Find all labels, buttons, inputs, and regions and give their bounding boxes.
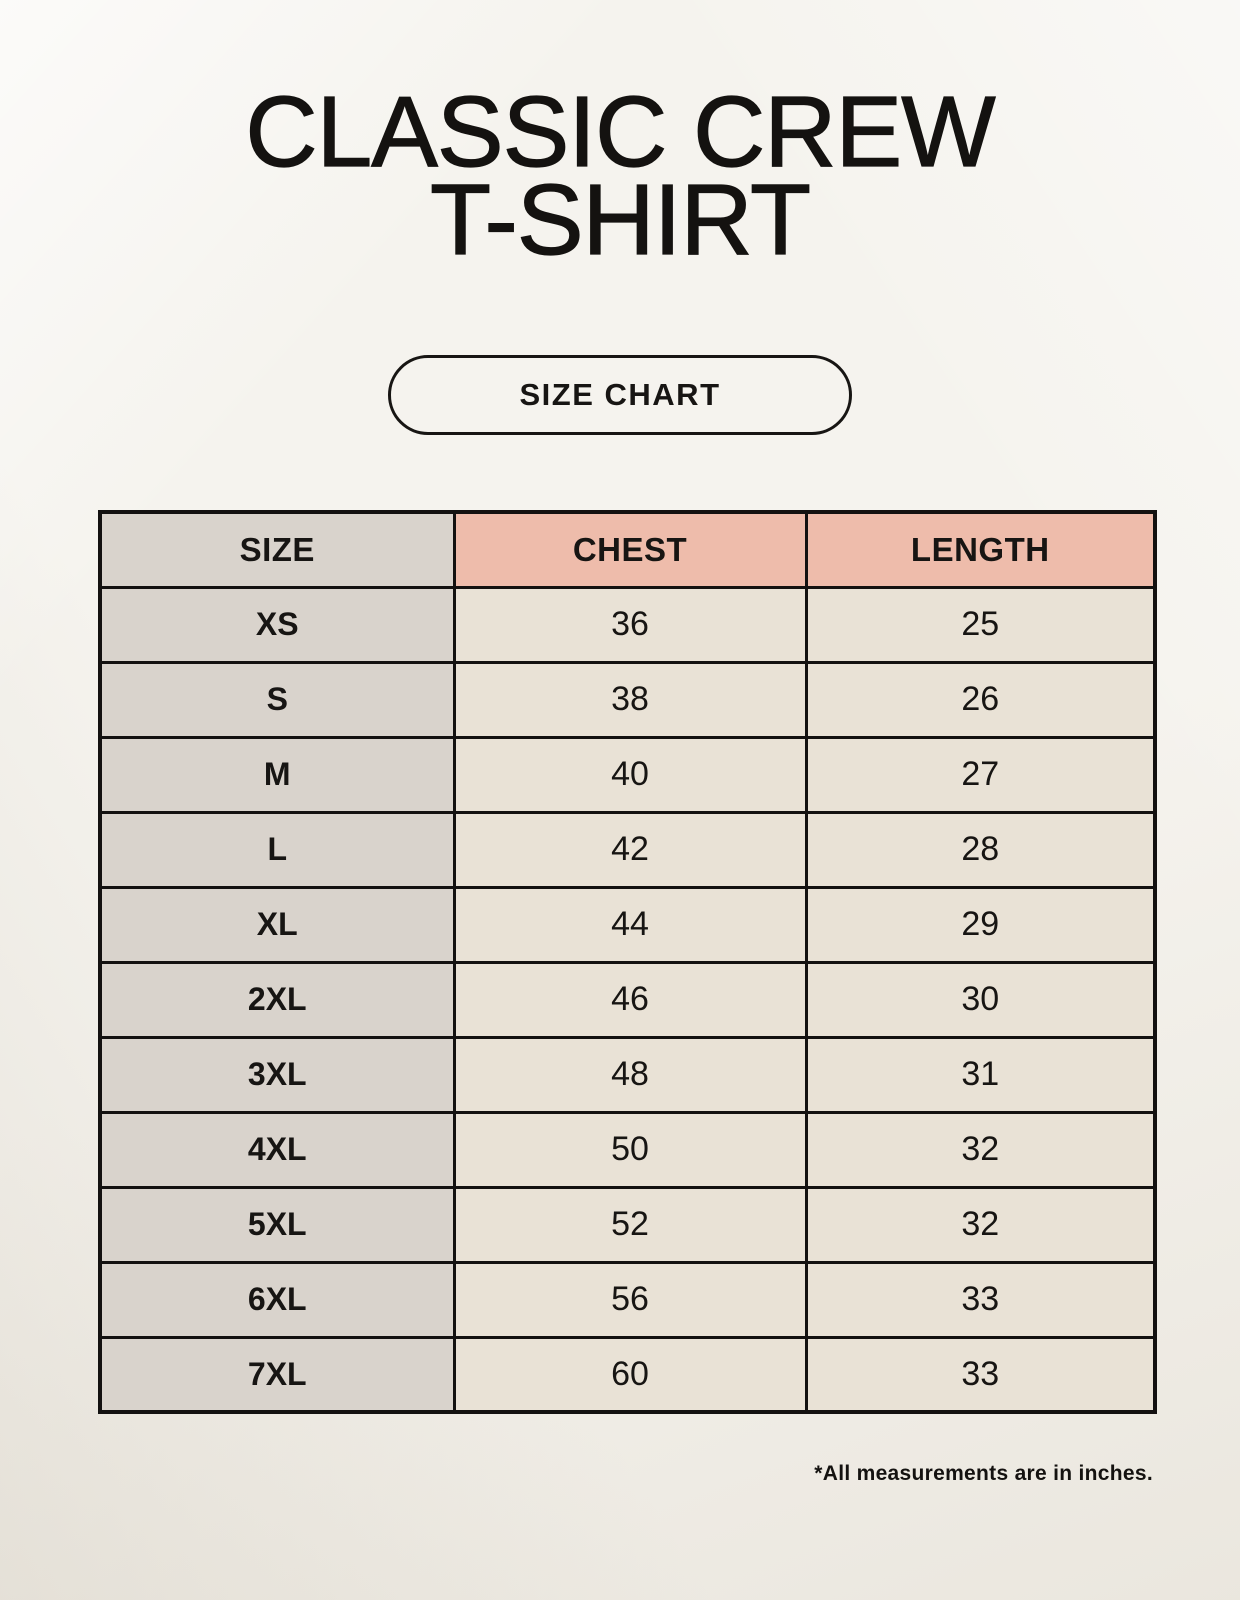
size-cell: L — [98, 810, 456, 889]
length-cell: 28 — [804, 810, 1157, 889]
chest-cell: 48 — [452, 1035, 808, 1114]
size-cell: 3XL — [98, 1035, 456, 1114]
column-header-chest: CHEST — [452, 510, 808, 589]
size-cell: 5XL — [98, 1185, 456, 1264]
column-header-length: LENGTH — [804, 510, 1157, 589]
chest-cell: 42 — [452, 810, 808, 889]
length-cell: 33 — [804, 1260, 1157, 1339]
page-title-line1: CLASSIC CREW — [245, 76, 996, 188]
length-cell: 29 — [804, 885, 1157, 964]
column-header-size: SIZE — [98, 510, 456, 589]
chest-cell: 38 — [452, 660, 808, 739]
table-row: 5XL 52 32 — [98, 1185, 1157, 1264]
length-cell: 32 — [804, 1185, 1157, 1264]
size-chart-table: SIZE CHEST LENGTH XS 36 25 S 38 26 M 40 … — [98, 510, 1157, 1414]
size-chart-button-label: SIZE CHART — [519, 377, 721, 412]
table-row: S 38 26 — [98, 660, 1157, 739]
size-chart-button[interactable]: SIZE CHART — [388, 355, 852, 435]
size-cell: M — [98, 735, 456, 814]
chest-cell: 46 — [452, 960, 808, 1039]
table-row: 3XL 48 31 — [98, 1035, 1157, 1114]
table-header-row: SIZE CHEST LENGTH — [98, 510, 1157, 589]
size-cell: 7XL — [98, 1335, 456, 1414]
chest-cell: 36 — [452, 585, 808, 664]
table-row: 7XL 60 33 — [98, 1335, 1157, 1414]
length-cell: 26 — [804, 660, 1157, 739]
size-cell: XS — [98, 585, 456, 664]
chest-cell: 50 — [452, 1110, 808, 1189]
length-cell: 27 — [804, 735, 1157, 814]
table-row: XL 44 29 — [98, 885, 1157, 964]
size-cell: S — [98, 660, 456, 739]
table-row: M 40 27 — [98, 735, 1157, 814]
length-cell: 30 — [804, 960, 1157, 1039]
chest-cell: 60 — [452, 1335, 808, 1414]
chest-cell: 40 — [452, 735, 808, 814]
table-row: 4XL 50 32 — [98, 1110, 1157, 1189]
size-cell: 4XL — [98, 1110, 456, 1189]
table-row: 2XL 46 30 — [98, 960, 1157, 1039]
measurements-footnote: *All measurements are in inches. — [814, 1462, 1153, 1485]
length-cell: 33 — [804, 1335, 1157, 1414]
table-row: 6XL 56 33 — [98, 1260, 1157, 1339]
table-row: XS 36 25 — [98, 585, 1157, 664]
table-row: L 42 28 — [98, 810, 1157, 889]
page-title-line2: T-SHIRT — [429, 164, 811, 276]
chest-cell: 52 — [452, 1185, 808, 1264]
length-cell: 32 — [804, 1110, 1157, 1189]
length-cell: 31 — [804, 1035, 1157, 1114]
chest-cell: 44 — [452, 885, 808, 964]
size-cell: XL — [98, 885, 456, 964]
size-cell: 6XL — [98, 1260, 456, 1339]
chest-cell: 56 — [452, 1260, 808, 1339]
length-cell: 25 — [804, 585, 1157, 664]
page-title: CLASSIC CREW T-SHIRT — [0, 76, 1240, 276]
size-cell: 2XL — [98, 960, 456, 1039]
